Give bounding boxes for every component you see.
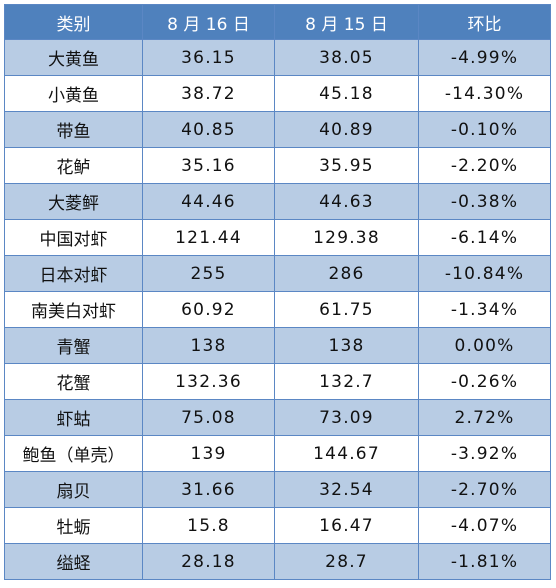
table-header-row: 类别 8 月 16 日 8 月 15 日 环比 bbox=[4, 4, 551, 40]
cell-change-rate: -0.38% bbox=[418, 183, 551, 220]
table-row: 日本对虾 255 286 -10.84% bbox=[4, 255, 551, 292]
cell-category: 鲍鱼（单壳） bbox=[4, 435, 143, 472]
table-row: 青蟹 138 138 0.00% bbox=[4, 327, 551, 364]
seafood-price-table: 类别 8 月 16 日 8 月 15 日 环比 大黄鱼 36.15 38.05 -4.… bbox=[4, 4, 551, 580]
cell-aug15-price: 61.75 bbox=[274, 291, 419, 328]
cell-aug15-price: 44.63 bbox=[274, 183, 419, 220]
table-body: 大黄鱼 36.15 38.05 -4.99% 小黄鱼 38.72 45.18 -14.30% 带… bbox=[4, 39, 551, 580]
table-row: 虾蛄 75.08 73.09 2.72% bbox=[4, 399, 551, 436]
table-row: 带鱼 40.85 40.89 -0.10% bbox=[4, 111, 551, 148]
cell-change-rate: -4.07% bbox=[418, 507, 551, 544]
cell-aug15-price: 138 bbox=[274, 327, 419, 364]
cell-category: 青蟹 bbox=[4, 327, 143, 364]
cell-aug16-price: 38.72 bbox=[142, 75, 275, 112]
cell-aug15-price: 32.54 bbox=[274, 471, 419, 508]
cell-category: 缢蛏 bbox=[4, 543, 143, 580]
cell-aug15-price: 144.67 bbox=[274, 435, 419, 472]
cell-aug16-price: 138 bbox=[142, 327, 275, 364]
cell-category: 花鲈 bbox=[4, 147, 143, 184]
cell-aug15-price: 28.7 bbox=[274, 543, 419, 580]
cell-aug16-price: 75.08 bbox=[142, 399, 275, 436]
cell-change-rate: 2.72% bbox=[418, 399, 551, 436]
table-row: 大菱鲆 44.46 44.63 -0.38% bbox=[4, 183, 551, 220]
cell-change-rate: -2.20% bbox=[418, 147, 551, 184]
cell-category: 虾蛄 bbox=[4, 399, 143, 436]
header-category: 类别 bbox=[4, 4, 143, 40]
cell-category: 日本对虾 bbox=[4, 255, 143, 292]
cell-aug16-price: 15.8 bbox=[142, 507, 275, 544]
cell-aug15-price: 73.09 bbox=[274, 399, 419, 436]
cell-aug15-price: 286 bbox=[274, 255, 419, 292]
table-row: 鲍鱼（单壳） 139 144.67 -3.92% bbox=[4, 435, 551, 472]
cell-aug16-price: 60.92 bbox=[142, 291, 275, 328]
cell-change-rate: -1.81% bbox=[418, 543, 551, 580]
cell-change-rate: 0.00% bbox=[418, 327, 551, 364]
cell-category: 扇贝 bbox=[4, 471, 143, 508]
cell-aug15-price: 45.18 bbox=[274, 75, 419, 112]
cell-aug16-price: 44.46 bbox=[142, 183, 275, 220]
price-table-container: 类别 8 月 16 日 8 月 15 日 环比 大黄鱼 36.15 38.05 -4.… bbox=[4, 4, 551, 582]
table-row: 缢蛏 28.18 28.7 -1.81% bbox=[4, 543, 551, 580]
cell-aug16-price: 40.85 bbox=[142, 111, 275, 148]
table-row: 扇贝 31.66 32.54 -2.70% bbox=[4, 471, 551, 508]
cell-change-rate: -0.26% bbox=[418, 363, 551, 400]
cell-category: 南美白对虾 bbox=[4, 291, 143, 328]
cell-aug15-price: 38.05 bbox=[274, 39, 419, 76]
header-aug16: 8 月 16 日 bbox=[142, 4, 275, 40]
cell-aug15-price: 129.38 bbox=[274, 219, 419, 256]
table-row: 花鲈 35.16 35.95 -2.20% bbox=[4, 147, 551, 184]
cell-aug15-price: 35.95 bbox=[274, 147, 419, 184]
cell-change-rate: -1.34% bbox=[418, 291, 551, 328]
cell-aug16-price: 28.18 bbox=[142, 543, 275, 580]
cell-aug16-price: 255 bbox=[142, 255, 275, 292]
table-row: 大黄鱼 36.15 38.05 -4.99% bbox=[4, 39, 551, 76]
cell-category: 大菱鲆 bbox=[4, 183, 143, 220]
cell-change-rate: -4.99% bbox=[418, 39, 551, 76]
cell-aug16-price: 139 bbox=[142, 435, 275, 472]
cell-change-rate: -6.14% bbox=[418, 219, 551, 256]
cell-category: 小黄鱼 bbox=[4, 75, 143, 112]
header-aug15: 8 月 15 日 bbox=[274, 4, 419, 40]
cell-aug15-price: 16.47 bbox=[274, 507, 419, 544]
cell-category: 中国对虾 bbox=[4, 219, 143, 256]
cell-category: 大黄鱼 bbox=[4, 39, 143, 76]
header-change: 环比 bbox=[418, 4, 551, 40]
cell-change-rate: -0.10% bbox=[418, 111, 551, 148]
cell-aug15-price: 132.7 bbox=[274, 363, 419, 400]
cell-aug16-price: 36.15 bbox=[142, 39, 275, 76]
cell-aug16-price: 132.36 bbox=[142, 363, 275, 400]
cell-aug16-price: 35.16 bbox=[142, 147, 275, 184]
cell-change-rate: -14.30% bbox=[418, 75, 551, 112]
cell-change-rate: -10.84% bbox=[418, 255, 551, 292]
table-row: 南美白对虾 60.92 61.75 -1.34% bbox=[4, 291, 551, 328]
cell-change-rate: -2.70% bbox=[418, 471, 551, 508]
cell-aug16-price: 121.44 bbox=[142, 219, 275, 256]
cell-aug16-price: 31.66 bbox=[142, 471, 275, 508]
cell-category: 花蟹 bbox=[4, 363, 143, 400]
cell-category: 牡蛎 bbox=[4, 507, 143, 544]
table-row: 中国对虾 121.44 129.38 -6.14% bbox=[4, 219, 551, 256]
table-row: 小黄鱼 38.72 45.18 -14.30% bbox=[4, 75, 551, 112]
cell-category: 带鱼 bbox=[4, 111, 143, 148]
table-row: 牡蛎 15.8 16.47 -4.07% bbox=[4, 507, 551, 544]
table-row: 花蟹 132.36 132.7 -0.26% bbox=[4, 363, 551, 400]
cell-aug15-price: 40.89 bbox=[274, 111, 419, 148]
cell-change-rate: -3.92% bbox=[418, 435, 551, 472]
